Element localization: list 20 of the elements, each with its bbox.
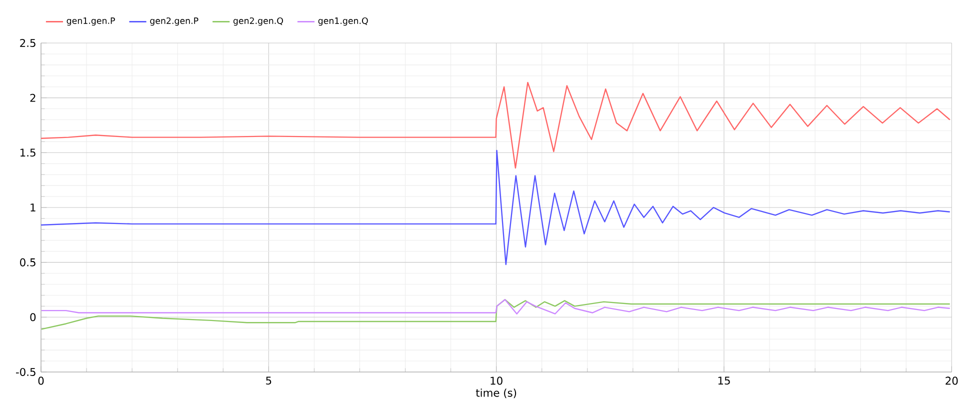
y-tick-label: 1.5 bbox=[20, 148, 36, 157]
x-tick-label: 5 bbox=[266, 376, 272, 385]
x-tick-label: 0 bbox=[38, 376, 44, 385]
y-tick-label: 2.5 bbox=[20, 38, 36, 48]
y-tick-label: 1 bbox=[30, 204, 36, 212]
x-tick-label: 10 bbox=[490, 376, 502, 385]
line-series bbox=[41, 150, 950, 266]
y-tick-label: 2 bbox=[30, 94, 36, 102]
y-tick-label: -0.5 bbox=[16, 368, 36, 376]
line-series bbox=[41, 299, 950, 314]
x-tick-label: 20 bbox=[946, 376, 958, 385]
legend-label: gen2.gen.P bbox=[150, 17, 198, 26]
legend-label: gen1.gen.Q bbox=[318, 17, 368, 26]
legend-label: gen2.gen.Q bbox=[233, 17, 283, 26]
x-tick-label: 15 bbox=[718, 376, 730, 385]
y-tick-label: 0 bbox=[30, 313, 36, 322]
line-series bbox=[41, 82, 950, 169]
x-axis-title: time (s) bbox=[476, 388, 516, 398]
y-tick-label: 0.5 bbox=[20, 258, 36, 266]
legend-label: gen1.gen.P bbox=[66, 18, 115, 26]
